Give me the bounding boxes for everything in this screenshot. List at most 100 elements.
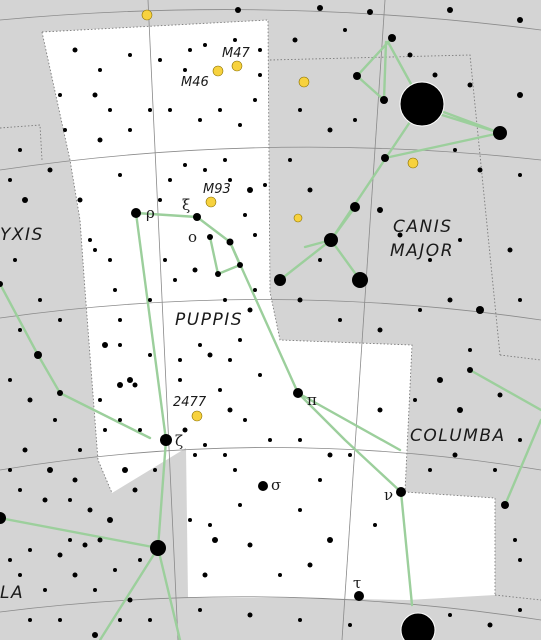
star-126 <box>247 307 253 313</box>
star-20 <box>396 487 406 497</box>
star-152 <box>183 68 187 72</box>
star-181 <box>107 517 113 523</box>
star-95 <box>178 358 182 362</box>
star-207 <box>518 558 522 562</box>
star-133 <box>223 158 227 162</box>
star-50 <box>397 232 403 238</box>
star-160 <box>63 128 67 132</box>
star-65 <box>497 392 503 398</box>
star-155 <box>98 68 102 72</box>
star-139 <box>97 137 103 143</box>
star-204 <box>448 613 452 617</box>
label-columba: COLUMBA <box>410 426 506 446</box>
constellation-boundaries <box>0 19 541 601</box>
star-34 <box>517 17 523 23</box>
label-m93: M93 <box>203 182 231 197</box>
star-180 <box>87 507 93 513</box>
star-84 <box>327 452 333 458</box>
star-108 <box>203 443 207 447</box>
star-21 <box>354 591 364 601</box>
star-101 <box>117 382 123 388</box>
star-177 <box>18 488 22 492</box>
star-63 <box>413 398 417 402</box>
star-116 <box>77 197 83 203</box>
star-161 <box>47 167 53 173</box>
star-89 <box>218 388 222 392</box>
star-109 <box>223 453 227 457</box>
star-205 <box>487 622 493 628</box>
label-sigma: σ <box>271 476 281 494</box>
label-2477: 2477 <box>173 395 207 410</box>
star-190 <box>72 572 78 578</box>
star-172 <box>78 448 82 452</box>
bright-star-ring <box>400 612 436 640</box>
star-112 <box>122 467 128 473</box>
star-19 <box>150 540 166 556</box>
star-123 <box>173 278 177 282</box>
stars <box>0 5 523 640</box>
star-107 <box>193 453 197 457</box>
star-79 <box>238 503 242 507</box>
star-199 <box>92 632 98 638</box>
star-147 <box>258 73 262 77</box>
star-158 <box>92 92 98 98</box>
star-2 <box>324 233 338 247</box>
star-39 <box>467 82 473 88</box>
star-208 <box>513 538 517 542</box>
star-151 <box>188 48 192 52</box>
star-193 <box>127 597 133 603</box>
star-54 <box>318 258 322 262</box>
star-10 <box>381 154 389 162</box>
star-41 <box>298 108 302 112</box>
star-201 <box>247 612 253 618</box>
star-88 <box>227 407 233 413</box>
star-47 <box>288 158 292 162</box>
star-198 <box>28 618 32 622</box>
star-153 <box>158 58 162 62</box>
star-143 <box>198 118 202 122</box>
star-173 <box>72 477 78 483</box>
star-150 <box>203 43 207 47</box>
star-8 <box>380 96 388 104</box>
star-124 <box>192 267 198 273</box>
star-92 <box>198 343 202 347</box>
star-167 <box>58 318 62 322</box>
label-canis-major-2: MAJOR <box>390 241 454 261</box>
star-170 <box>27 397 33 403</box>
star-22 <box>258 481 268 491</box>
star-35 <box>292 37 298 43</box>
label-zeta: ζ <box>175 432 183 450</box>
star-4 <box>274 274 286 286</box>
star-85 <box>298 438 302 442</box>
star-206 <box>518 608 522 612</box>
star-38 <box>432 72 438 78</box>
star-129 <box>243 213 247 217</box>
star-68 <box>493 468 497 472</box>
star-42 <box>327 127 333 133</box>
star-55 <box>297 297 303 303</box>
star-27 <box>467 367 473 373</box>
star-6 <box>388 34 396 42</box>
star-49 <box>377 207 383 213</box>
star-120 <box>118 318 122 322</box>
star-72 <box>373 523 377 527</box>
star-105 <box>138 428 142 432</box>
label-tau: τ <box>353 574 361 592</box>
star-176 <box>8 468 12 472</box>
star-162 <box>18 148 22 152</box>
star-56 <box>338 318 342 322</box>
star-96 <box>178 378 182 382</box>
star-11 <box>131 208 141 218</box>
star-141 <box>148 108 152 112</box>
star-1 <box>401 613 435 640</box>
star-140 <box>128 128 132 132</box>
star-110 <box>233 468 237 472</box>
star-81 <box>188 518 192 522</box>
star-168 <box>18 328 22 332</box>
star-5 <box>493 126 507 140</box>
star-171 <box>53 418 57 422</box>
star-12 <box>193 213 201 221</box>
star-202 <box>298 618 302 622</box>
